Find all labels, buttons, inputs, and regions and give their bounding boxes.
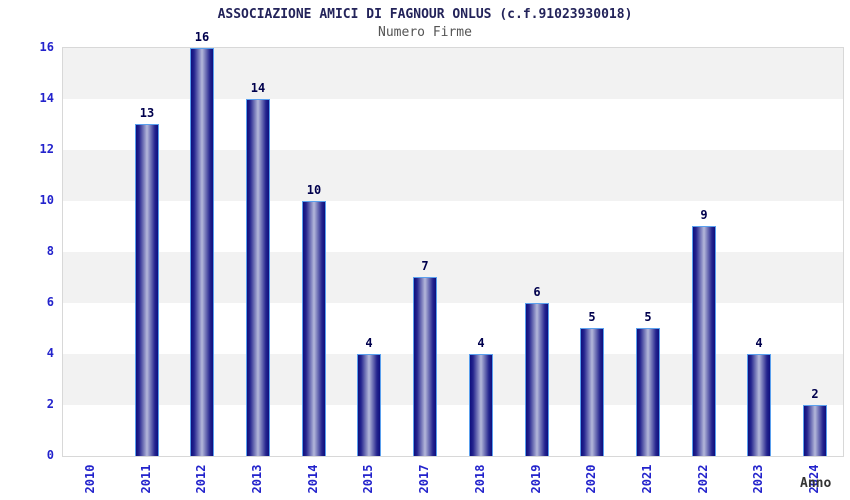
- x-tick-label-2010: 2010: [83, 464, 97, 494]
- bar-value-label: 7: [421, 259, 429, 273]
- bar-2022: [692, 226, 716, 456]
- x-tick-label-2012: 2012: [194, 464, 208, 494]
- bar-value-label: 5: [644, 310, 652, 324]
- chart-title: ASSOCIAZIONE AMICI DI FAGNOUR ONLUS (c.f…: [217, 7, 633, 22]
- y-tick-label: 2: [46, 397, 54, 411]
- bar-value-label: 5: [588, 310, 596, 324]
- bar-2013: [246, 99, 270, 456]
- x-tick-label-2013: 2013: [250, 464, 264, 494]
- x-tick-label-2018: 2018: [473, 464, 487, 494]
- bar-value-label: 10: [306, 183, 322, 197]
- bar-2020: [580, 328, 604, 456]
- bar-2011: [135, 124, 159, 456]
- bar-value-label: 9: [700, 208, 708, 222]
- x-axis-title: Anno: [800, 476, 832, 491]
- y-tick-label: 16: [39, 40, 54, 54]
- y-tick-label: 8: [46, 244, 54, 258]
- bar-2021: [636, 328, 660, 456]
- x-tick-label-2021: 2021: [640, 464, 654, 494]
- y-tick-label: 0: [46, 448, 54, 462]
- x-tick-label-2019: 2019: [529, 464, 543, 494]
- x-tick-label-2011: 2011: [139, 464, 153, 494]
- y-tick-label: 12: [39, 142, 54, 156]
- x-tick-label-2017: 2017: [417, 464, 431, 494]
- bar-2015: [357, 354, 381, 456]
- y-tick-label: 4: [46, 346, 54, 360]
- y-tick-label: 14: [39, 91, 54, 105]
- bar-2024: [803, 405, 827, 456]
- plot-area: 13 16 14 10 4 7 4 6 5 5 9 4 2: [62, 30, 844, 457]
- bar-value-label: 2: [811, 387, 819, 401]
- bar-2023: [747, 354, 771, 456]
- x-tick-label-2014: 2014: [306, 464, 320, 494]
- bar-value-label: 4: [755, 336, 763, 350]
- bar-2012: [190, 48, 214, 456]
- x-tick-label-2020: 2020: [584, 464, 598, 494]
- bar-value-label: 16: [194, 30, 210, 44]
- x-tick-label-2015: 2015: [361, 464, 375, 494]
- bar-2017: [413, 277, 437, 456]
- x-tick-label-2022: 2022: [696, 464, 710, 494]
- bar-value-label: 6: [533, 285, 541, 299]
- y-tick-label: 10: [39, 193, 54, 207]
- bar-value-label: 4: [365, 336, 373, 350]
- x-tick-label-2023: 2023: [751, 464, 765, 494]
- bar-value-label: 14: [250, 81, 266, 95]
- chart-subtitle: Numero Firme: [378, 25, 472, 40]
- bar-value-label: 4: [477, 336, 485, 350]
- bar-2014: [302, 201, 326, 456]
- bar-2019: [525, 303, 549, 456]
- bar-value-label: 13: [139, 106, 155, 120]
- y-tick-label: 6: [46, 295, 54, 309]
- bar-2018: [469, 354, 493, 456]
